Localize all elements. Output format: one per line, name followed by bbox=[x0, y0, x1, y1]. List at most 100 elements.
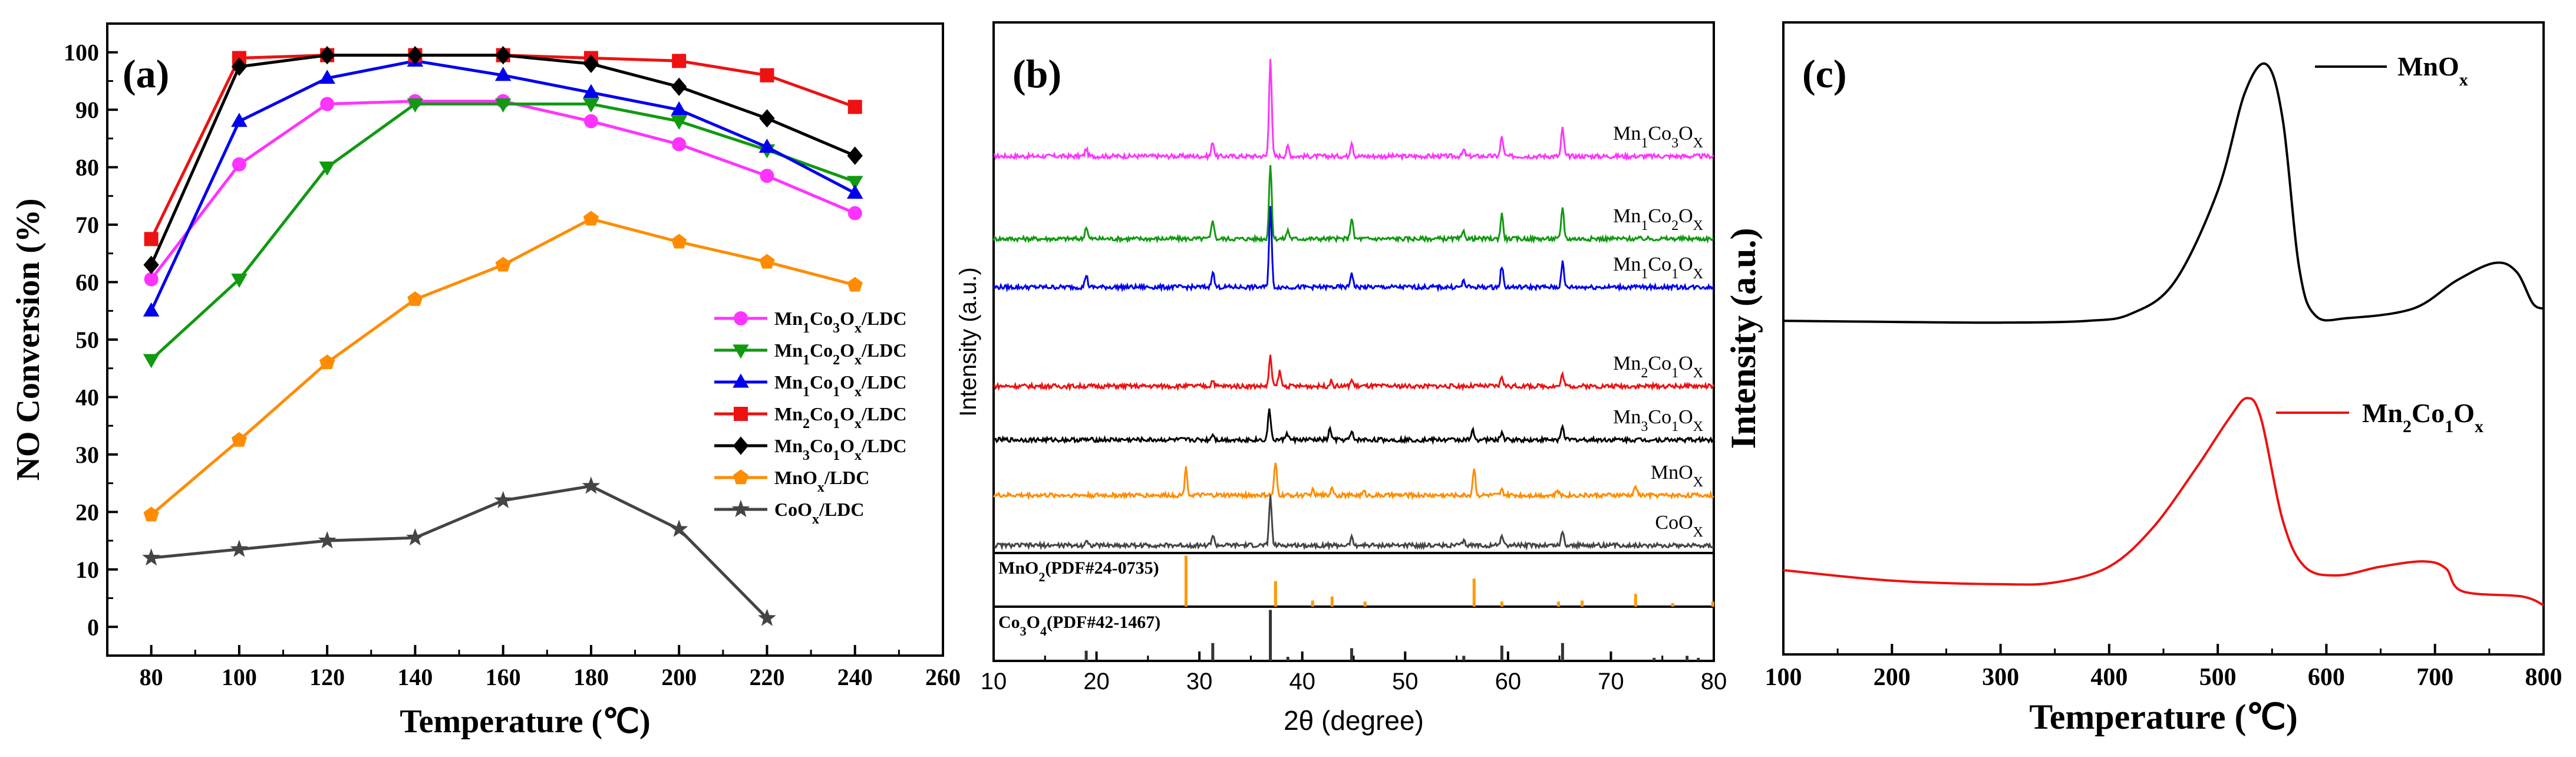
data-point-s5-100 bbox=[231, 432, 247, 447]
y-tick-label-70: 70 bbox=[75, 212, 99, 238]
xrd-curve-label-5: MnOX bbox=[1651, 462, 1703, 490]
data-point-s4-140 bbox=[407, 46, 423, 65]
ref-label-0: MnO2(PDF#24-0735) bbox=[998, 558, 1159, 584]
data-point-s2-240 bbox=[846, 185, 863, 199]
data-point-s5-80 bbox=[143, 506, 159, 522]
b-x-tick-label-70: 70 bbox=[1598, 669, 1624, 695]
panel-a-series bbox=[142, 46, 863, 626]
data-point-s6-100 bbox=[230, 539, 249, 557]
xrd-curve-2 bbox=[992, 206, 1715, 293]
c-x-tick-label-600: 600 bbox=[2308, 664, 2345, 691]
data-point-s5-240 bbox=[847, 277, 863, 292]
c-x-tick-label-800: 800 bbox=[2525, 664, 2562, 691]
legend-marker-5 bbox=[733, 469, 749, 485]
legend-marker-2 bbox=[733, 373, 749, 388]
tpr-curve-1 bbox=[1783, 397, 2544, 607]
y-tick-label-0: 0 bbox=[87, 614, 99, 640]
data-point-s1-100 bbox=[231, 274, 248, 288]
xrd-curve-0 bbox=[993, 58, 1714, 162]
legend-marker-0 bbox=[734, 311, 748, 325]
data-point-s4-160 bbox=[495, 46, 511, 65]
data-point-s4-80 bbox=[143, 255, 159, 274]
data-point-s3-240 bbox=[847, 100, 862, 114]
data-point-s3-80 bbox=[144, 232, 159, 246]
data-point-s4-200 bbox=[671, 77, 687, 96]
data-point-s4-120 bbox=[319, 46, 335, 65]
tpr-legend-label-0: MnOx bbox=[2397, 51, 2468, 90]
x-tick-label-240: 240 bbox=[837, 664, 873, 690]
data-point-s6-80 bbox=[142, 548, 160, 566]
x-tick-label-200: 200 bbox=[661, 664, 697, 690]
data-point-s3-220 bbox=[760, 68, 774, 83]
data-point-s6-220 bbox=[758, 608, 776, 626]
b-x-tick-label-60: 60 bbox=[1495, 669, 1522, 695]
x-tick-label-180: 180 bbox=[573, 664, 609, 690]
y-tick-label-50: 50 bbox=[75, 327, 99, 353]
y-tick-label-30: 30 bbox=[75, 442, 99, 468]
data-point-s1-200 bbox=[671, 116, 688, 130]
x-tick-label-220: 220 bbox=[749, 664, 784, 690]
y-tick-label-90: 90 bbox=[75, 97, 99, 123]
ref-label-1: Co3O4(PDF#42-1467) bbox=[998, 613, 1160, 638]
xrd-curve-5 bbox=[992, 462, 1714, 501]
panel-c-tag: (c) bbox=[1802, 51, 1846, 96]
panel-b-tag: (b) bbox=[1012, 51, 1061, 96]
xrd-curve-6 bbox=[993, 495, 1714, 551]
series-line-0 bbox=[150, 100, 856, 281]
data-point-s0-220 bbox=[760, 169, 774, 183]
data-point-s0-200 bbox=[672, 137, 687, 152]
data-point-s3-200 bbox=[672, 54, 687, 68]
data-point-s6-140 bbox=[406, 528, 424, 546]
legend-label-2: Mn1Co1Ox/LDC bbox=[774, 371, 906, 400]
data-point-s0-100 bbox=[232, 157, 246, 172]
xrd-curve-3 bbox=[993, 354, 1715, 392]
data-point-s5-160 bbox=[495, 256, 511, 272]
series-line-4 bbox=[150, 54, 856, 266]
panel-a-ylabel: NO Conversion (%) bbox=[10, 198, 47, 480]
c-x-tick-label-400: 400 bbox=[2090, 664, 2128, 691]
c-x-tick-label-500: 500 bbox=[2199, 664, 2237, 691]
b-x-tick-label-80: 80 bbox=[1701, 669, 1727, 695]
y-tick-label-60: 60 bbox=[75, 269, 99, 296]
data-point-s5-140 bbox=[407, 291, 423, 306]
data-point-s0-180 bbox=[583, 114, 598, 129]
panel-a-tag: (a) bbox=[123, 51, 169, 96]
data-point-s1-240 bbox=[846, 176, 863, 190]
data-point-s2-120 bbox=[319, 70, 335, 84]
x-tick-label-100: 100 bbox=[222, 664, 257, 690]
panel-a-xlabel: Temperature (℃) bbox=[400, 703, 650, 740]
data-point-s2-180 bbox=[583, 84, 599, 98]
panel-c-axes: 100 200 300 400 500 600 700 800 bbox=[1765, 644, 2562, 691]
c-x-tick-label-700: 700 bbox=[2416, 664, 2453, 691]
panel-b-curves: Mn1Co3OX Mn1Co2OX Mn1Co1OX Mn2Co1OX Mn3Co1OX… bbox=[992, 58, 1715, 551]
data-point-s4-220 bbox=[759, 109, 775, 128]
data-point-s4-100 bbox=[231, 57, 248, 76]
b-x-tick-label-40: 40 bbox=[1289, 669, 1315, 695]
data-point-s6-180 bbox=[582, 476, 601, 494]
legend-label-4: Mn3Co1Ox/LDC bbox=[774, 435, 906, 463]
xrd-curve-label-6: CoOX bbox=[1655, 512, 1703, 540]
xrd-curve-label-4: Mn3Co1OX bbox=[1613, 406, 1703, 435]
legend-label-5: MnOx/LDC bbox=[774, 467, 869, 495]
series-line-6 bbox=[151, 484, 768, 620]
c-x-tick-label-100: 100 bbox=[1765, 664, 1802, 691]
xrd-curve-4 bbox=[992, 408, 1715, 445]
b-x-tick-label-50: 50 bbox=[1392, 669, 1419, 695]
panel-b-axes: 10 20 30 40 50 60 70 80 bbox=[981, 651, 1727, 695]
x-tick-label-260: 260 bbox=[925, 664, 961, 690]
xrd-curve-label-2: Mn1Co1OX bbox=[1613, 254, 1703, 282]
legend-label-3: Mn2Co1Ox/LDC bbox=[774, 403, 906, 432]
data-point-s2-80 bbox=[143, 302, 160, 317]
data-point-s0-120 bbox=[320, 97, 335, 111]
panel-a-legend: Mn1Co3Ox/LDC Mn1Co2Ox/LDC Mn1Co1Ox/LDC Mn2C… bbox=[714, 308, 906, 527]
data-point-s6-160 bbox=[494, 491, 513, 508]
panel-b-reference-patterns: MnO2(PDF#24-0735) Co3O4(PDF#42-1467) bbox=[998, 555, 1714, 661]
legend-marker-4 bbox=[733, 436, 749, 455]
data-point-s6-120 bbox=[318, 531, 337, 549]
x-tick-label-140: 140 bbox=[397, 664, 433, 690]
data-point-s2-200 bbox=[671, 101, 688, 116]
data-point-s1-140 bbox=[407, 98, 424, 113]
data-point-s5-200 bbox=[671, 233, 687, 249]
data-point-s4-180 bbox=[583, 54, 599, 73]
